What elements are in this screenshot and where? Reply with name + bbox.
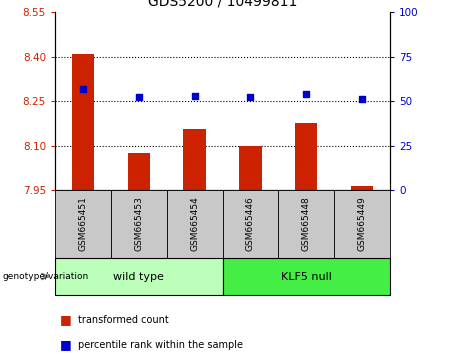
- Text: GSM665446: GSM665446: [246, 196, 255, 251]
- Bar: [183, 129, 206, 190]
- Point: [191, 93, 198, 98]
- Text: genotype/variation: genotype/variation: [2, 272, 89, 281]
- Text: GSM665453: GSM665453: [134, 196, 143, 251]
- Point: [135, 95, 142, 100]
- Bar: [239, 145, 261, 190]
- Text: ■: ■: [59, 313, 71, 326]
- Point: [358, 96, 366, 102]
- Bar: [295, 123, 318, 190]
- Text: KLF5 null: KLF5 null: [281, 272, 331, 281]
- Point: [302, 91, 310, 97]
- Text: GSM665454: GSM665454: [190, 196, 199, 251]
- Text: GSM665451: GSM665451: [78, 196, 88, 251]
- Bar: [72, 53, 94, 190]
- Point: [79, 86, 87, 91]
- Bar: [351, 185, 373, 190]
- Text: GSM665448: GSM665448: [302, 196, 311, 251]
- Text: transformed count: transformed count: [78, 315, 169, 325]
- Text: ■: ■: [59, 338, 71, 351]
- Text: GSM665449: GSM665449: [358, 196, 366, 251]
- Title: GDS5200 / 10499811: GDS5200 / 10499811: [148, 0, 297, 8]
- Text: wild type: wild type: [113, 272, 164, 281]
- Text: percentile rank within the sample: percentile rank within the sample: [78, 339, 243, 349]
- Point: [247, 95, 254, 100]
- Bar: [128, 153, 150, 190]
